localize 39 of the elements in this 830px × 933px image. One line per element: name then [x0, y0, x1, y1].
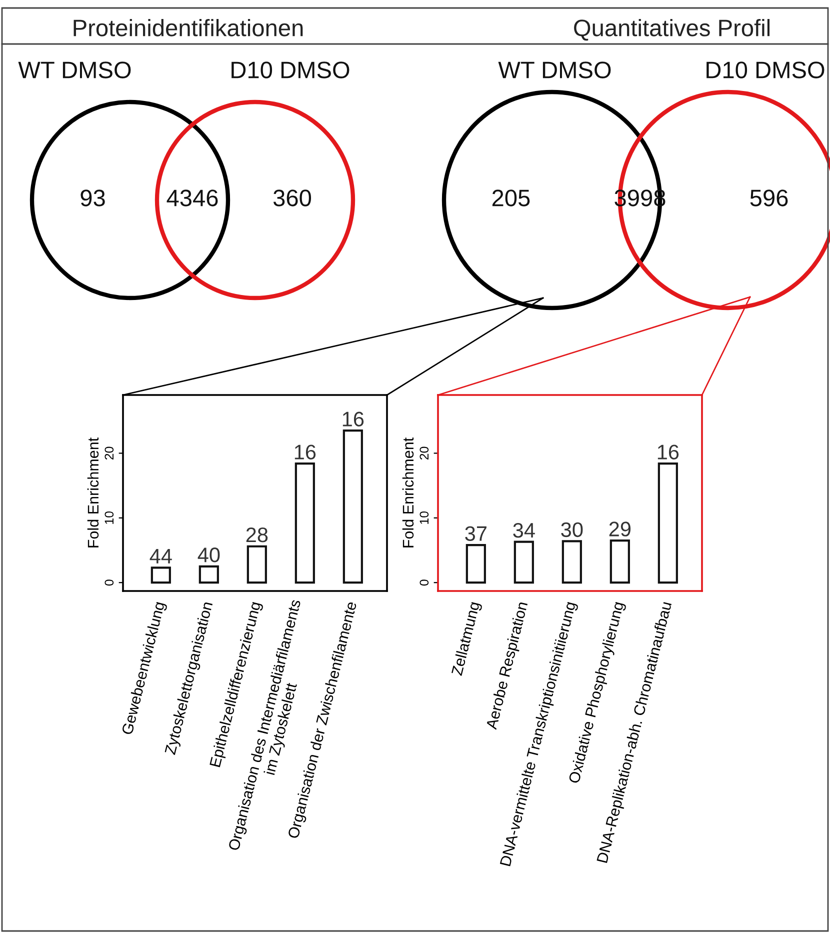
bar — [610, 540, 630, 584]
y-axis-title: Fold Enrichment — [87, 437, 99, 548]
bar — [198, 565, 219, 584]
text: D10 DMSO — [706, 62, 824, 78]
y-axis-title: Fold Enrichment — [402, 437, 414, 548]
y-tick-label: 0 — [104, 580, 114, 586]
annotation: 30 — [561, 522, 583, 538]
text: 360 — [273, 190, 312, 206]
bar — [246, 545, 267, 584]
bar — [514, 540, 534, 584]
text: 596 — [750, 190, 788, 206]
y-tick-label: 20 — [104, 446, 114, 460]
y-tick-label: 10 — [420, 511, 429, 524]
bar — [150, 566, 171, 584]
annotation: 16 — [342, 412, 364, 426]
bar — [562, 540, 582, 584]
text: Proteinidentifikationen — [74, 18, 303, 36]
bar — [342, 430, 363, 584]
annotation: 16 — [294, 444, 316, 460]
bar — [658, 462, 678, 584]
annotation: 34 — [513, 522, 535, 538]
y-tick-label: 10 — [104, 511, 114, 524]
y-tick-label: 20 — [420, 446, 429, 460]
text: 205 — [492, 190, 530, 206]
bar — [294, 462, 315, 584]
text: WT DMSO — [18, 62, 131, 78]
text: Quantitatives Profil — [574, 18, 770, 41]
annotation: 16 — [658, 444, 679, 460]
annotation: 28 — [246, 527, 268, 542]
annotation: 40 — [198, 548, 220, 562]
text: WT DMSO — [498, 62, 611, 78]
y-tick-label: 0 — [420, 580, 429, 586]
bar — [466, 544, 486, 584]
text: D10 DMSO — [232, 62, 350, 78]
annotation: 29 — [609, 522, 631, 536]
annotation: 37 — [465, 526, 486, 541]
annotation: 44 — [150, 549, 172, 564]
text: 93 — [80, 190, 105, 206]
text: 4346 — [166, 190, 218, 206]
